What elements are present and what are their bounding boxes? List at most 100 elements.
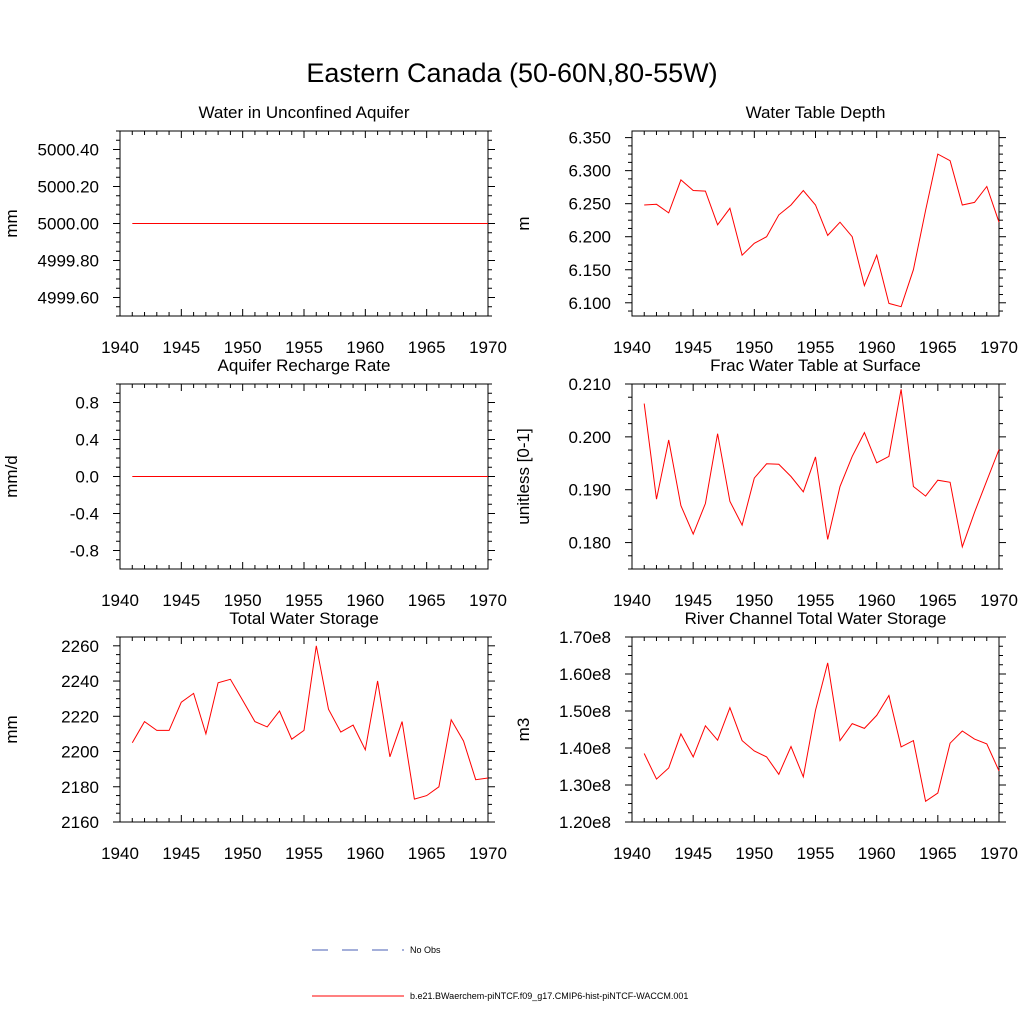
y-tick-label: 5000.20 bbox=[38, 178, 99, 197]
legend: No Obs b.e21.BWaerchem-piNTCF.f09_g17.CM… bbox=[312, 945, 688, 1001]
y-tick-label: 6.150 bbox=[568, 261, 611, 280]
y-axis-label: mm bbox=[2, 715, 21, 743]
y-tick-label: 0.200 bbox=[568, 428, 611, 447]
series-line bbox=[644, 153, 1000, 308]
x-tick-label: 1965 bbox=[408, 591, 446, 610]
x-tick-label: 1965 bbox=[408, 844, 446, 863]
x-tick-label: 1940 bbox=[613, 591, 651, 610]
x-tick-label: 1940 bbox=[101, 591, 139, 610]
x-tick-label: 1940 bbox=[101, 338, 139, 357]
series-line bbox=[643, 389, 1000, 549]
y-tick-label: 6.200 bbox=[568, 228, 611, 247]
x-tick-label: 1955 bbox=[285, 338, 323, 357]
y-tick-label: 4999.80 bbox=[38, 252, 99, 271]
x-tick-label: 1945 bbox=[674, 844, 712, 863]
y-tick-label: -0.4 bbox=[70, 505, 99, 524]
panel-title: Aquifer Recharge Rate bbox=[218, 356, 391, 375]
chart-panel-frac-water-table-at-surface: Frac Water Table at Surface unitless [0-1… bbox=[514, 356, 1018, 610]
x-tick-label: 1950 bbox=[224, 591, 262, 610]
y-tick-label: 0.4 bbox=[75, 431, 99, 450]
x-tick-label: 1960 bbox=[346, 338, 384, 357]
legend-item-model: b.e21.BWaerchem-piNTCF.f09_g17.CMIP6-his… bbox=[312, 991, 688, 1001]
legend-item-no-obs: No Obs bbox=[312, 945, 441, 955]
y-tick-label: 5000.40 bbox=[38, 141, 99, 160]
x-tick-label: 1940 bbox=[613, 844, 651, 863]
x-tick-label: 1970 bbox=[980, 844, 1018, 863]
y-tick-label: 2180 bbox=[61, 778, 99, 797]
x-tick-label: 1950 bbox=[224, 338, 262, 357]
x-tick-label: 1970 bbox=[469, 591, 507, 610]
x-tick-label: 1960 bbox=[858, 591, 896, 610]
y-tick-label: 2220 bbox=[61, 707, 99, 726]
x-tick-label: 1955 bbox=[797, 844, 835, 863]
x-tick-label: 1945 bbox=[674, 591, 712, 610]
x-tick-label: 1960 bbox=[346, 591, 384, 610]
x-tick-label: 1950 bbox=[224, 844, 262, 863]
figure-title: Eastern Canada (50-60N,80-55W) bbox=[306, 58, 717, 88]
chart-panel-total-water-storage: Total Water Storage mm 1940 1945 1950 1955 196… bbox=[2, 609, 507, 863]
x-tick-label: 1960 bbox=[346, 844, 384, 863]
y-tick-label: 0.210 bbox=[568, 375, 611, 394]
x-tick-label: 1940 bbox=[613, 338, 651, 357]
y-tick-label: 6.350 bbox=[568, 129, 611, 148]
y-tick-label: 1.40e8 bbox=[559, 739, 611, 758]
y-tick-label: 2160 bbox=[61, 813, 99, 832]
y-axis-label: mm bbox=[2, 209, 21, 237]
y-axis-label: mm/d bbox=[2, 455, 21, 498]
x-tick-label: 1945 bbox=[162, 591, 200, 610]
x-tick-label: 1950 bbox=[735, 844, 773, 863]
x-tick-label: 1955 bbox=[285, 844, 323, 863]
x-tick-label: 1945 bbox=[162, 338, 200, 357]
x-tick-label: 1970 bbox=[980, 338, 1018, 357]
chart-panel-aquifer-recharge-rate: Aquifer Recharge Rate mm/d 1940 1945 1950 195… bbox=[2, 356, 507, 610]
plot-frame bbox=[631, 636, 1000, 823]
chart-panel-water-table-depth: Water Table Depth m 1940 1945 1950 1955 1960 19… bbox=[514, 103, 1018, 357]
series-line bbox=[643, 662, 1000, 803]
legend-label-model: b.e21.BWaerchem-piNTCF.f09_g17.CMIP6-his… bbox=[410, 991, 688, 1001]
x-tick-label: 1970 bbox=[469, 844, 507, 863]
x-tick-label: 1950 bbox=[735, 591, 773, 610]
y-tick-label: 6.250 bbox=[568, 195, 611, 214]
x-tick-label: 1965 bbox=[919, 591, 957, 610]
panel-title: Frac Water Table at Surface bbox=[710, 356, 921, 375]
x-tick-label: 1965 bbox=[919, 844, 957, 863]
y-axis-label: m bbox=[514, 216, 533, 230]
x-tick-label: 1955 bbox=[797, 591, 835, 610]
x-tick-label: 1955 bbox=[285, 591, 323, 610]
x-tick-label: 1965 bbox=[408, 338, 446, 357]
chart-panel-water-in-unconfined-aquifer: Water in Unconfined Aquifer mm 1940 1945 195… bbox=[2, 103, 507, 357]
x-tick-label: 1950 bbox=[735, 338, 773, 357]
y-tick-label: 0.0 bbox=[75, 468, 99, 487]
y-tick-label: 2200 bbox=[61, 743, 99, 762]
y-tick-label: -0.8 bbox=[70, 542, 99, 561]
panel-title: Water in Unconfined Aquifer bbox=[198, 103, 409, 122]
x-tick-label: 1970 bbox=[469, 338, 507, 357]
x-tick-label: 1955 bbox=[797, 338, 835, 357]
y-tick-label: 6.100 bbox=[568, 294, 611, 313]
y-tick-label: 1.60e8 bbox=[559, 665, 611, 684]
panel-title: River Channel Total Water Storage bbox=[685, 609, 947, 628]
panel-title: Water Table Depth bbox=[746, 103, 886, 122]
plot-frame bbox=[631, 383, 1000, 570]
x-tick-label: 1965 bbox=[919, 338, 957, 357]
y-tick-label: 0.8 bbox=[75, 394, 99, 413]
y-axis-label: unitless [0-1] bbox=[514, 428, 533, 524]
panel-title: Total Water Storage bbox=[229, 609, 379, 628]
y-tick-label: 0.180 bbox=[568, 534, 611, 553]
x-tick-label: 1945 bbox=[162, 844, 200, 863]
y-tick-label: 1.20e8 bbox=[559, 813, 611, 832]
x-tick-label: 1960 bbox=[858, 844, 896, 863]
y-tick-label: 1.50e8 bbox=[559, 702, 611, 721]
series-line bbox=[131, 645, 489, 800]
panels: Water in Unconfined Aquifer mm 1940 1945 195… bbox=[2, 103, 1018, 863]
y-tick-label: 4999.60 bbox=[38, 289, 99, 308]
y-tick-label: 2260 bbox=[61, 637, 99, 656]
plot-frame bbox=[631, 130, 1000, 317]
x-tick-label: 1945 bbox=[674, 338, 712, 357]
y-tick-label: 6.300 bbox=[568, 162, 611, 181]
y-tick-label: 1.70e8 bbox=[559, 628, 611, 647]
y-tick-label: 0.190 bbox=[568, 481, 611, 500]
legend-label-no-obs: No Obs bbox=[410, 945, 441, 955]
